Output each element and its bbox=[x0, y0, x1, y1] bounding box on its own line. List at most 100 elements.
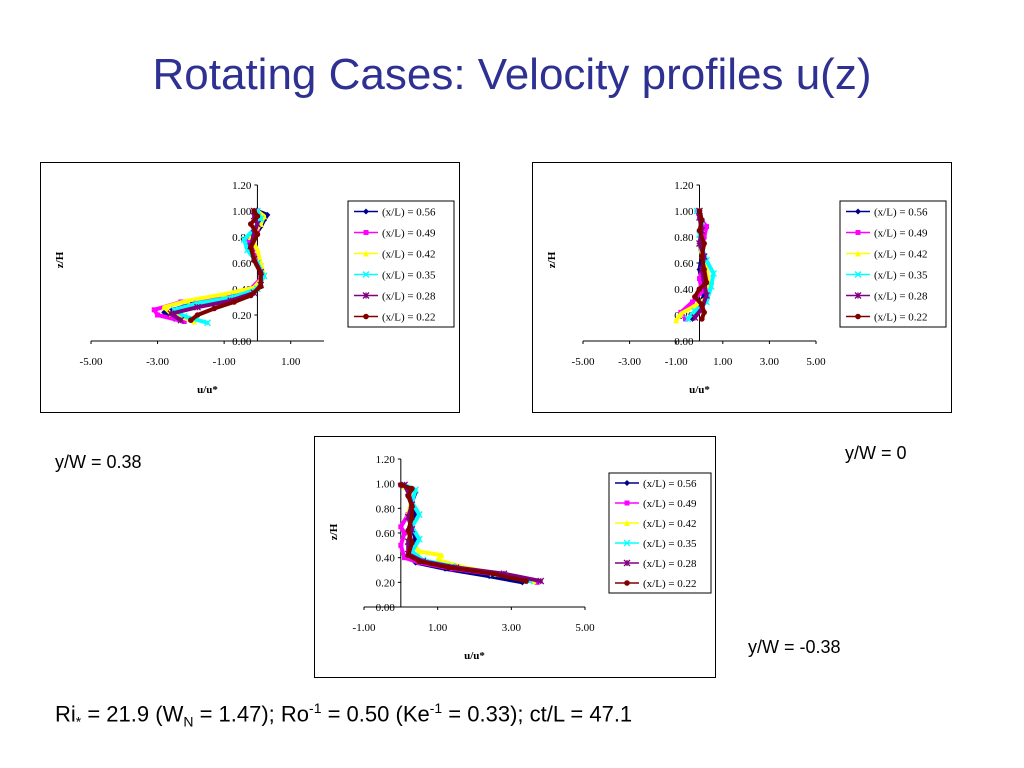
y-tick-label: 0.20 bbox=[376, 577, 396, 589]
ri-value: = 21.9 (W bbox=[81, 701, 184, 727]
y-tick-label: 0.40 bbox=[376, 553, 396, 565]
data-point bbox=[257, 270, 264, 277]
data-point bbox=[696, 208, 703, 214]
legend-label: (x/L) = 0.42 bbox=[874, 249, 928, 261]
y-axis-label: z/H bbox=[54, 251, 66, 268]
data-point bbox=[254, 213, 261, 219]
data-point bbox=[683, 316, 689, 322]
legend: (x/L) = 0.56 (x/L) = 0.49 (x/L) = 0.42 (x/L… bbox=[608, 472, 712, 594]
data-point bbox=[161, 309, 168, 316]
data-point bbox=[537, 577, 545, 585]
data-point bbox=[523, 578, 529, 584]
legend-box bbox=[347, 200, 455, 328]
data-point bbox=[416, 558, 423, 565]
caption-left: y/W = 0.38 bbox=[55, 452, 142, 472]
data-point bbox=[251, 257, 257, 264]
data-point bbox=[696, 286, 703, 292]
legend-marker bbox=[623, 539, 631, 547]
data-point bbox=[155, 312, 161, 318]
legend-label: (x/L) = 0.35 bbox=[874, 270, 928, 282]
data-point bbox=[409, 503, 415, 509]
legend-marker bbox=[854, 292, 862, 299]
legend-marker bbox=[854, 271, 862, 278]
legend-marker bbox=[624, 580, 630, 586]
data-point bbox=[194, 312, 201, 318]
legend-label: (x/L) = 0.56 bbox=[874, 207, 928, 219]
data-point bbox=[188, 317, 194, 323]
data-point bbox=[402, 555, 408, 561]
legend-marker bbox=[624, 480, 630, 486]
y-tick-label: 0.20 bbox=[232, 310, 252, 322]
data-point bbox=[703, 279, 710, 286]
data-point bbox=[690, 299, 696, 305]
legend-marker bbox=[363, 250, 369, 257]
x-tick-label: 1.00 bbox=[281, 356, 301, 368]
y-axis-label: z/H bbox=[328, 523, 340, 540]
legend-label: (x/L) = 0.35 bbox=[643, 538, 697, 550]
legend-marker bbox=[362, 292, 370, 299]
data-point bbox=[398, 542, 404, 548]
data-point bbox=[184, 297, 191, 304]
chart-left: 0.000.200.400.600.801.001.20-5.00-3.00-1… bbox=[40, 162, 460, 413]
series-6 bbox=[188, 208, 264, 323]
data-point bbox=[405, 552, 411, 558]
data-point bbox=[699, 217, 705, 223]
chart-svg: 0.000.200.400.600.801.001.20-5.00-3.00-1… bbox=[546, 180, 947, 396]
legend-label: (x/L) = 0.42 bbox=[643, 518, 697, 530]
legend-label: (x/L) = 0.42 bbox=[382, 249, 436, 261]
x-tick-label: -5.00 bbox=[572, 356, 595, 368]
legend-label: (x/L) = 0.49 bbox=[643, 498, 697, 510]
data-point bbox=[490, 570, 496, 577]
x-tick-label: -3.00 bbox=[618, 356, 641, 368]
data-point bbox=[409, 485, 415, 492]
legend-label: (x/L) = 0.28 bbox=[643, 558, 697, 570]
chart-svg: 0.00 0.20 0.40 0.60 0.80 1.00 1.20 -1.00 1.00 3.0… bbox=[328, 454, 712, 662]
data-point bbox=[438, 552, 445, 559]
y-tick-label: 0.60 bbox=[232, 258, 252, 270]
ro-value: = 0.50 (Ke bbox=[321, 701, 430, 727]
data-point bbox=[254, 247, 261, 253]
y-tick-label: 1.00 bbox=[674, 206, 694, 218]
legend-label: (x/L) = 0.22 bbox=[874, 312, 928, 324]
x-axis-label: u/u* bbox=[464, 650, 485, 662]
data-point bbox=[231, 299, 237, 305]
y-tick-label: 0.40 bbox=[674, 284, 694, 296]
x-tick-label: -1.00 bbox=[213, 356, 236, 368]
y-tick-label: 1.20 bbox=[232, 180, 252, 192]
data-point bbox=[254, 231, 261, 238]
data-point bbox=[247, 244, 254, 251]
legend-marker bbox=[855, 250, 861, 257]
data-point bbox=[684, 315, 692, 323]
legend-label: (x/L) = 0.28 bbox=[382, 291, 436, 303]
data-point bbox=[161, 304, 168, 311]
ke-value: = 0.33); ct/L = 47.1 bbox=[442, 701, 633, 727]
y-tick-label: 0.00 bbox=[376, 602, 396, 614]
data-point bbox=[699, 301, 705, 308]
x-tick-label: 5.00 bbox=[806, 356, 826, 368]
data-point bbox=[703, 292, 710, 299]
y-tick-label: 1.00 bbox=[376, 479, 396, 491]
data-point bbox=[398, 524, 404, 530]
slide-title: Rotating Cases: Velocity profiles u(z) bbox=[152, 50, 872, 99]
parameters-line: Ri* = 21.9 (WN = 1.47); Ro-1 = 0.50 (Ke-… bbox=[55, 700, 632, 730]
y-tick-label: 1.20 bbox=[674, 180, 694, 192]
data-point bbox=[167, 310, 175, 318]
x-tick-label: 3.00 bbox=[502, 622, 522, 634]
legend-marker bbox=[363, 313, 369, 320]
x-tick-label: -1.00 bbox=[353, 622, 376, 634]
y-axis-label: z/H bbox=[546, 251, 558, 268]
data-point bbox=[257, 283, 264, 290]
y-tick-label: 0.80 bbox=[376, 503, 396, 515]
caption-right: y/W = 0 bbox=[845, 443, 907, 463]
legend-label: (x/L) = 0.49 bbox=[874, 228, 928, 240]
x-tick-label: 1.00 bbox=[713, 356, 733, 368]
legend-marker bbox=[363, 230, 369, 235]
data-point bbox=[699, 316, 705, 322]
x-tick-label: 5.00 bbox=[575, 622, 595, 634]
data-point bbox=[251, 208, 257, 214]
ke-superscript: -1 bbox=[429, 700, 443, 716]
caption-bottom: y/W = -0.38 bbox=[748, 637, 841, 657]
data-point bbox=[696, 227, 703, 234]
y-tick-label: 1.20 bbox=[376, 454, 396, 466]
legend: (x/L) = 0.56 (x/L) = 0.49 (x/L) = 0.42 (x/L… bbox=[347, 200, 455, 328]
